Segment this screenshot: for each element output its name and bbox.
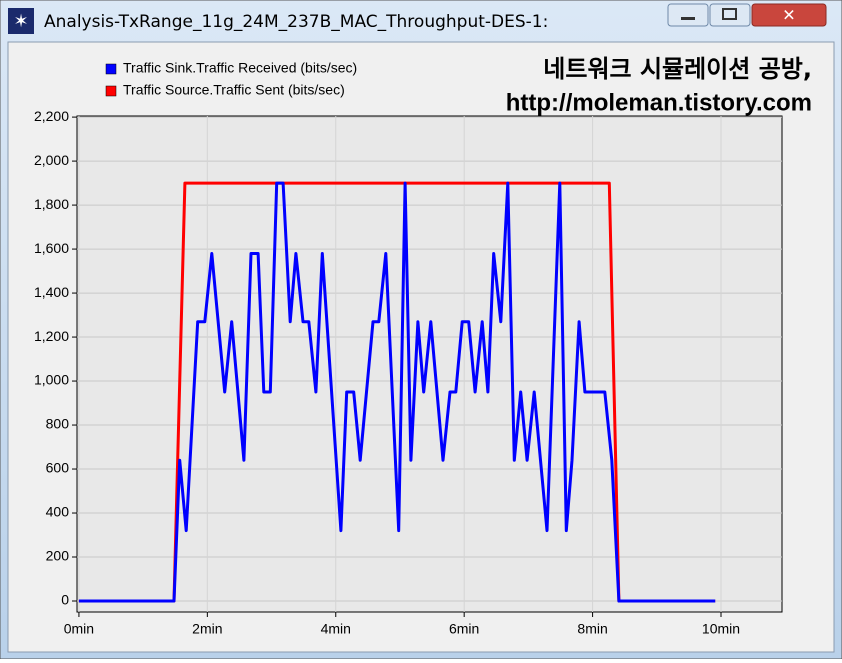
x-tick-label: 2min xyxy=(192,621,222,637)
y-tick-label: 800 xyxy=(46,416,70,432)
y-tick-label: 1,200 xyxy=(34,328,69,344)
legend-swatch xyxy=(105,85,117,97)
y-tick-label: 1,400 xyxy=(34,284,69,300)
close-glyph: ✕ xyxy=(782,6,795,25)
app-icon xyxy=(8,8,34,34)
x-tick-label: 10min xyxy=(702,621,740,637)
x-tick-label: 6min xyxy=(449,621,479,637)
y-tick-label: 400 xyxy=(46,504,70,520)
window-title: Analysis-TxRange_11g_24M_237B_MAC_Throug… xyxy=(44,12,548,32)
y-tick-label: 600 xyxy=(46,460,70,476)
maximize-glyph xyxy=(722,8,737,20)
legend-label: Traffic Source.Traffic Sent (bits/sec) xyxy=(123,82,345,98)
x-tick-label: 4min xyxy=(321,621,351,637)
minimize-glyph xyxy=(681,17,695,20)
y-tick-label: 2,200 xyxy=(34,108,69,124)
app-icon-glyph: ✶ xyxy=(13,11,28,32)
x-tick-label: 0min xyxy=(64,621,94,637)
close-button[interactable] xyxy=(751,3,827,27)
plot-area xyxy=(76,115,783,613)
y-tick-label: 200 xyxy=(46,548,70,564)
y-tick-label: 2,000 xyxy=(34,152,69,168)
legend-swatch xyxy=(105,63,117,75)
y-tick-label: 0 xyxy=(61,592,69,608)
maximize-button[interactable] xyxy=(709,3,751,27)
y-tick-label: 1,000 xyxy=(34,372,69,388)
watermark-line: http://moleman.tistory.com xyxy=(506,89,812,116)
y-tick-label: 1,600 xyxy=(34,240,69,256)
watermark-line: 네트워크 시뮬레이션 공방, xyxy=(543,55,812,83)
y-tick-label: 1,800 xyxy=(34,196,69,212)
legend-label: Traffic Sink.Traffic Received (bits/sec) xyxy=(123,60,357,76)
series-line xyxy=(78,181,716,603)
minimize-button[interactable] xyxy=(667,3,709,27)
x-tick-label: 8min xyxy=(577,621,607,637)
